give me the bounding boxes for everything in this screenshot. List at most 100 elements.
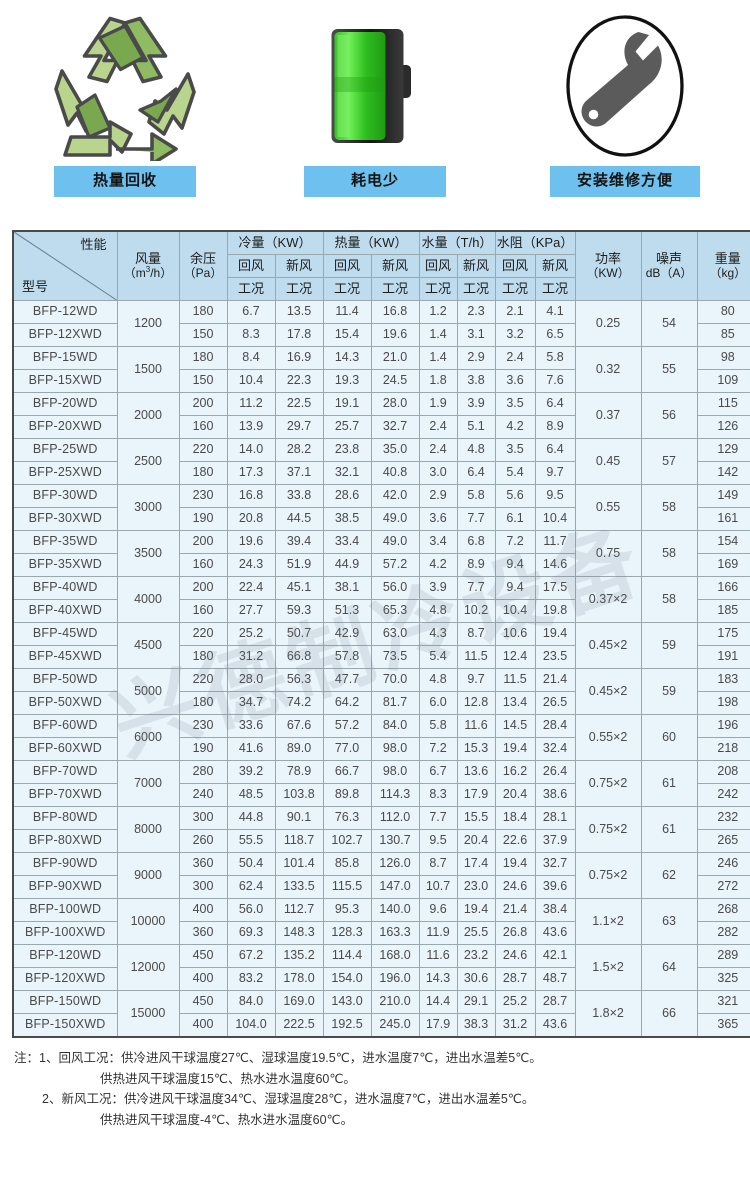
cell-cooling-fresh: 28.2 xyxy=(274,438,324,462)
cell-static-pressure: 240 xyxy=(178,783,228,807)
cell-heating-fresh: 84.0 xyxy=(370,714,420,738)
cell-cooling-fresh: 66.8 xyxy=(274,645,324,669)
cell-model: BFP-80WD xyxy=(12,806,118,830)
cell-waterflow-fresh: 3.1 xyxy=(456,323,496,347)
cell-heating-return: 102.7 xyxy=(322,829,372,853)
cell-static-pressure: 200 xyxy=(178,530,228,554)
cell-waterresist-return: 10.6 xyxy=(494,622,536,646)
cell-cooling-return: 13.9 xyxy=(226,415,276,439)
header-water-flow: 水量（T/h） xyxy=(418,230,496,255)
cell-waterresist-return: 19.4 xyxy=(494,737,536,761)
cell-waterresist-return: 21.4 xyxy=(494,898,536,922)
cell-noise: 58 xyxy=(640,576,698,623)
cell-static-pressure: 220 xyxy=(178,622,228,646)
table-row: BFP-80WD 8000 300 44.8 90.1 76.3 112.0 7.7 15.5 1… xyxy=(12,806,750,853)
cell-weight: 232 xyxy=(696,806,750,830)
cell-waterresist-fresh: 42.1 xyxy=(534,944,576,968)
cell-model: BFP-90XWD xyxy=(12,875,118,899)
cell-cooling-fresh: 29.7 xyxy=(274,415,324,439)
cell-waterflow-fresh: 15.5 xyxy=(456,806,496,830)
cell-cooling-fresh: 74.2 xyxy=(274,691,324,715)
cell-static-pressure: 400 xyxy=(178,1013,228,1038)
cell-cooling-return: 24.3 xyxy=(226,553,276,577)
cell-weight: 109 xyxy=(696,369,750,393)
cell-cooling-return: 104.0 xyxy=(226,1013,276,1038)
cell-waterresist-fresh: 19.8 xyxy=(534,599,576,623)
cell-model: BFP-150WD xyxy=(12,990,118,1014)
cell-waterresist-return: 13.4 xyxy=(494,691,536,715)
cell-power: 0.75×2 xyxy=(574,806,642,853)
cell-waterresist-return: 24.6 xyxy=(494,875,536,899)
cell-waterresist-fresh: 5.8 xyxy=(534,346,576,370)
cell-waterflow-return: 6.0 xyxy=(418,691,458,715)
cell-cooling-fresh: 90.1 xyxy=(274,806,324,830)
feature-label: 耗电少 xyxy=(304,166,446,197)
table-row: BFP-30XWD 190 20.8 44.5 38.5 49.0 3.6 7.7 6.1 10.… xyxy=(12,507,750,531)
cell-weight: 196 xyxy=(696,714,750,738)
cell-heating-fresh: 147.0 xyxy=(370,875,420,899)
cell-heating-fresh: 63.0 xyxy=(370,622,420,646)
header-waterflow-return-air: 回风 xyxy=(418,254,458,278)
cell-heating-return: 143.0 xyxy=(322,990,372,1014)
cell-weight: 282 xyxy=(696,921,750,945)
cell-waterresist-fresh: 32.4 xyxy=(534,737,576,761)
table-row: BFP-100XWD 360 69.3 148.3 128.3 163.3 11.9 25.5… xyxy=(12,921,750,945)
cell-model: BFP-25WD xyxy=(12,438,118,462)
cell-cooling-return: 33.6 xyxy=(226,714,276,738)
cell-waterresist-return: 9.4 xyxy=(494,553,536,577)
cell-noise: 62 xyxy=(640,852,698,899)
table-row: BFP-30WD 3000 230 16.8 33.8 28.6 42.0 2.9 5.8 5.6… xyxy=(12,484,750,531)
note-line-4: 供热进风干球温度-4℃、热水进水温度60℃。 xyxy=(100,1112,354,1127)
cell-weight: 365 xyxy=(696,1013,750,1038)
cell-static-pressure: 280 xyxy=(178,760,228,784)
cell-static-pressure: 450 xyxy=(178,990,228,1014)
cell-noise: 57 xyxy=(640,438,698,485)
cell-static-pressure: 160 xyxy=(178,599,228,623)
cell-cooling-return: 14.0 xyxy=(226,438,276,462)
cell-waterflow-return: 7.2 xyxy=(418,737,458,761)
cell-cooling-fresh: 222.5 xyxy=(274,1013,324,1038)
cell-static-pressure: 190 xyxy=(178,737,228,761)
cell-waterresist-fresh: 23.5 xyxy=(534,645,576,669)
table-row: BFP-45XWD 180 31.2 66.8 57.8 73.5 5.4 11.5 12.4 2… xyxy=(12,645,750,669)
cell-waterresist-return: 16.2 xyxy=(494,760,536,784)
cell-waterflow-fresh: 17.4 xyxy=(456,852,496,876)
specification-table: 性能 型号 风量 （m3/h） 余压 （Pa） 冷量（KW） 热量（KW） 水量… xyxy=(12,230,750,1038)
cell-waterresist-fresh: 39.6 xyxy=(534,875,576,899)
cell-static-pressure: 150 xyxy=(178,323,228,347)
cell-cooling-fresh: 13.5 xyxy=(274,300,324,324)
note-line-1: 注：1、回风工况：供冷进风干球温度27℃、湿球温度19.5℃，进水温度7℃，进出… xyxy=(14,1051,542,1065)
cell-waterflow-fresh: 38.3 xyxy=(456,1013,496,1038)
cell-waterflow-fresh: 2.3 xyxy=(456,300,496,324)
cell-cooling-fresh: 59.3 xyxy=(274,599,324,623)
cell-static-pressure: 230 xyxy=(178,714,228,738)
table-row: BFP-12WD 1200 180 6.7 13.5 11.4 16.8 1.2 2.3 2.1 4… xyxy=(12,300,750,347)
cell-cooling-return: 25.2 xyxy=(226,622,276,646)
cell-waterflow-return: 1.8 xyxy=(418,369,458,393)
table-row: BFP-150XWD 400 104.0 222.5 192.5 245.0 17.9 38.… xyxy=(12,1013,750,1038)
cell-static-pressure: 160 xyxy=(178,553,228,577)
cell-heating-return: 64.2 xyxy=(322,691,372,715)
cell-model: BFP-60XWD xyxy=(12,737,118,761)
cell-cooling-fresh: 78.9 xyxy=(274,760,324,784)
header-model: 型号 xyxy=(22,278,49,294)
cell-static-pressure: 400 xyxy=(178,898,228,922)
cell-heating-fresh: 112.0 xyxy=(370,806,420,830)
cell-waterresist-fresh: 19.4 xyxy=(534,622,576,646)
cell-cooling-return: 11.2 xyxy=(226,392,276,416)
cell-waterflow-return: 4.2 xyxy=(418,553,458,577)
cell-static-pressure: 400 xyxy=(178,967,228,991)
cell-airflow: 3500 xyxy=(116,530,180,577)
header-power: 功率 （KW） xyxy=(574,230,642,301)
cell-noise: 58 xyxy=(640,530,698,577)
cell-waterflow-fresh: 7.7 xyxy=(456,507,496,531)
cell-heating-fresh: 40.8 xyxy=(370,461,420,485)
cell-heating-return: 11.4 xyxy=(322,300,372,324)
cell-airflow: 7000 xyxy=(116,760,180,807)
cell-airflow: 9000 xyxy=(116,852,180,899)
cell-cooling-return: 19.6 xyxy=(226,530,276,554)
cell-power: 0.45×2 xyxy=(574,668,642,715)
cell-waterresist-fresh: 32.7 xyxy=(534,852,576,876)
cell-cooling-fresh: 101.4 xyxy=(274,852,324,876)
cell-cooling-return: 39.2 xyxy=(226,760,276,784)
